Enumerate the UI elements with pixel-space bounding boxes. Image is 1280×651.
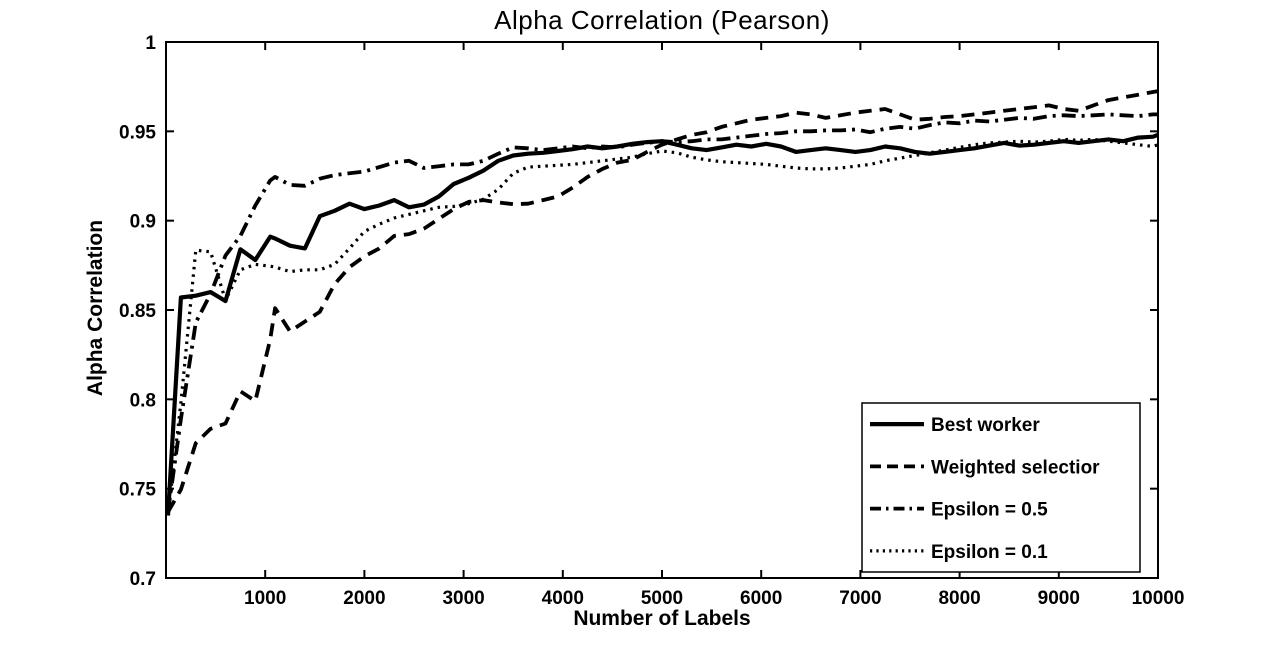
y-tick-label: 0.75 (119, 480, 156, 501)
x-tick-label: 2000 (343, 588, 385, 609)
y-tick-label: 0.9 (130, 212, 156, 233)
x-tick-label: 7000 (839, 588, 881, 609)
x-tick-label: 5000 (641, 588, 683, 609)
chart-title: Alpha Correlation (Pearson) (494, 5, 830, 35)
y-tick-label: 0.85 (119, 301, 156, 322)
x-tick-label: 8000 (938, 588, 980, 609)
y-tick-label: 0.95 (119, 122, 156, 143)
x-tick-label: 3000 (442, 588, 484, 609)
x-tick-label: 9000 (1038, 588, 1080, 609)
x-tick-label: 1000 (244, 588, 286, 609)
y-tick-label: 0.8 (130, 390, 156, 411)
series-line-epsilon-0-1 (166, 137, 1159, 516)
x-tick-label: 10000 (1132, 588, 1185, 609)
x-tick-label: 6000 (740, 588, 782, 609)
legend: Best worker Weighted selectior Epsilon = 0… (870, 415, 1100, 563)
series-line-epsilon-0-5 (166, 112, 1158, 513)
series-line-weighted-selection (166, 89, 1159, 513)
legend-box (861, 402, 1141, 573)
y-tick-label: 1 (145, 33, 156, 54)
legend-label-epsilon-0-1: Epsilon = 0.1 (931, 542, 1048, 563)
legend-label-epsilon-0-5: Epsilon = 0.5 (931, 500, 1048, 521)
y-tick-label: 0.7 (130, 569, 156, 590)
x-axis-label: Number of Labels (573, 607, 751, 630)
legend-label-best-worker: Best worker (931, 415, 1040, 436)
x-tick-label: 4000 (542, 588, 584, 609)
legend-label-weighted-selection: Weighted selectior (931, 457, 1100, 478)
